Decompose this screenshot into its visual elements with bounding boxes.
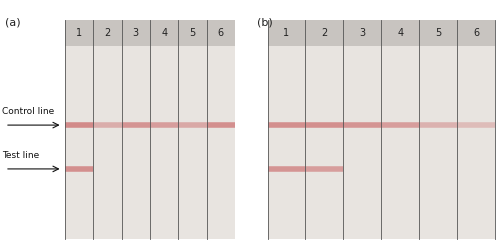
Bar (268, 20, 306, 239)
Bar (306, 20, 344, 46)
Text: Test line: Test line (2, 151, 40, 160)
Text: Control line: Control line (2, 107, 55, 116)
Bar (235, 0, 268, 249)
Text: 3: 3 (359, 28, 366, 38)
Text: 5: 5 (435, 28, 442, 38)
Bar (457, 20, 495, 239)
Text: 1: 1 (76, 28, 82, 38)
Bar (382, 20, 419, 46)
Bar (457, 20, 495, 46)
Bar (122, 20, 150, 46)
Text: 1: 1 (284, 28, 290, 38)
Text: (a): (a) (5, 17, 20, 27)
Bar (268, 20, 306, 46)
Text: 5: 5 (190, 28, 196, 38)
Bar (150, 20, 178, 239)
Bar (178, 20, 206, 239)
Text: (b): (b) (258, 17, 273, 27)
Bar (94, 20, 122, 239)
Bar (206, 20, 235, 239)
Bar (419, 20, 457, 46)
Bar (419, 20, 457, 239)
Bar (122, 20, 150, 239)
Bar (94, 20, 122, 46)
Text: 2: 2 (321, 28, 328, 38)
Bar (206, 20, 235, 46)
Bar (178, 20, 206, 46)
Bar (65, 20, 94, 46)
Text: 4: 4 (397, 28, 404, 38)
Text: 3: 3 (133, 28, 139, 38)
Text: 4: 4 (161, 28, 167, 38)
Text: 6: 6 (218, 28, 224, 38)
Text: 6: 6 (473, 28, 479, 38)
Bar (306, 20, 344, 239)
Bar (150, 20, 178, 46)
Bar (344, 20, 382, 46)
Bar (344, 20, 382, 239)
Text: 2: 2 (104, 28, 110, 38)
Bar (382, 20, 419, 239)
Bar (65, 20, 94, 239)
